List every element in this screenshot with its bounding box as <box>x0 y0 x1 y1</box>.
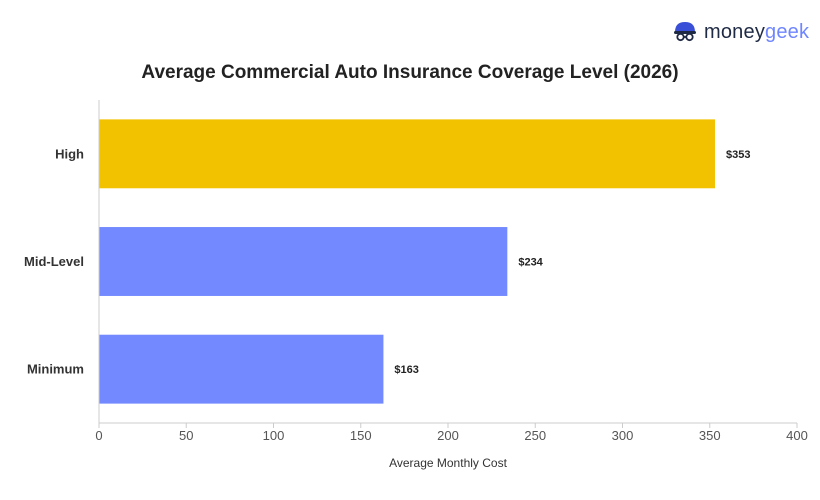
x-tick-label: 150 <box>350 428 372 443</box>
category-label: High <box>55 146 84 161</box>
bar-minimum <box>99 334 384 404</box>
bar-high <box>99 119 715 189</box>
x-tick-label: 250 <box>524 428 546 443</box>
category-label: Mid-Level <box>24 254 84 269</box>
value-label: $353 <box>726 149 750 161</box>
brand-wordmark: moneygeek <box>704 20 810 43</box>
geek-face-icon <box>674 22 696 42</box>
x-tick-label: 300 <box>612 428 634 443</box>
category-label: Minimum <box>27 362 84 377</box>
x-axis-title: Average Monthly Cost <box>389 456 508 470</box>
x-tick-label: 400 <box>786 428 808 443</box>
brand-logo: moneygeek <box>672 20 809 44</box>
x-tick-label: 200 <box>437 428 459 443</box>
bar-mid-level <box>99 227 508 296</box>
x-tick-label: 350 <box>699 428 721 443</box>
x-tick-label: 100 <box>263 428 285 443</box>
x-tick-label: 0 <box>95 428 102 443</box>
x-tick-label: 50 <box>179 428 193 443</box>
value-label: $163 <box>394 364 418 376</box>
value-label: $234 <box>518 257 543 269</box>
chart-title: Average Commercial Auto Insurance Covera… <box>141 62 679 83</box>
